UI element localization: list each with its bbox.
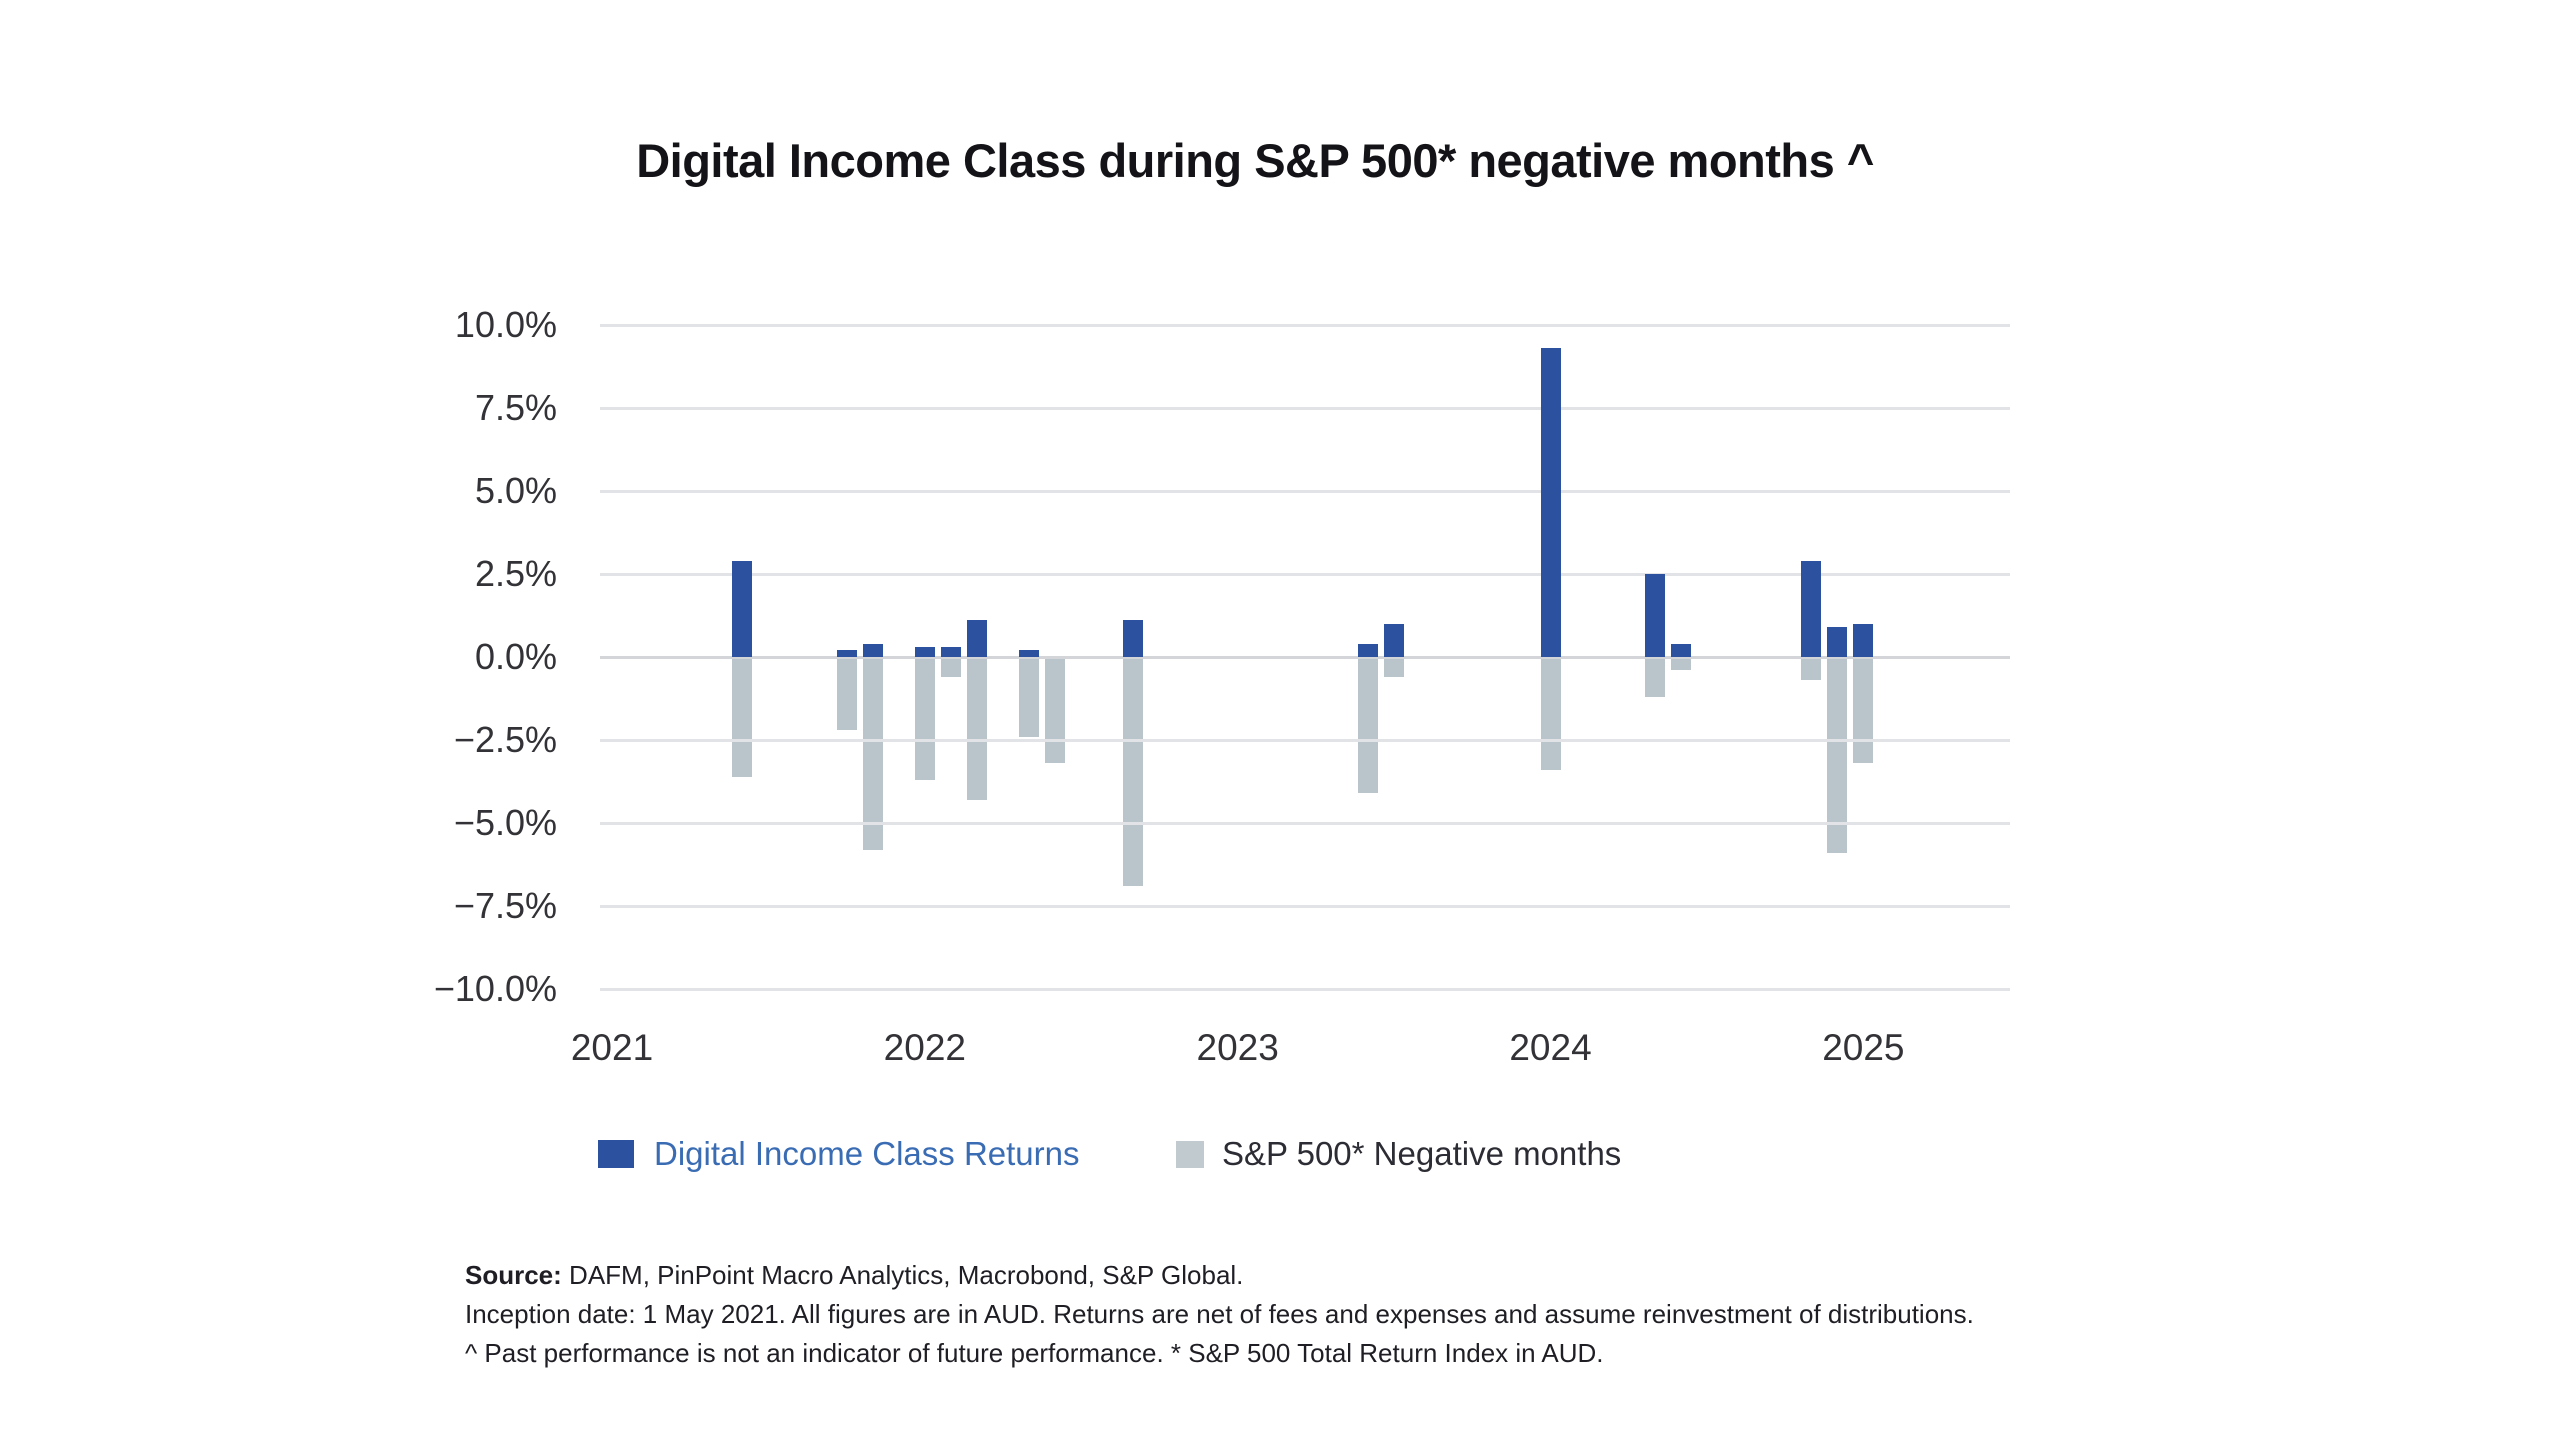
y-axis-tick-label: −10.0% (433, 968, 557, 1009)
bar-digital-income-return (1384, 623, 1405, 657)
y-axis-tick-label: −5.0% (453, 802, 557, 843)
legend-label-digital-income-returns: Digital Income Class Returns (654, 1135, 1080, 1172)
bar-sp500-negative-month (1644, 657, 1665, 697)
bar-digital-income-return (732, 560, 753, 657)
source-label: Source: (465, 1260, 562, 1290)
x-axis-tick-label: 2023 (1196, 1027, 1279, 1068)
zero-gridline (600, 656, 2010, 659)
bar-digital-income-return (1670, 643, 1691, 657)
bar-digital-income-return (1123, 620, 1144, 657)
x-axis-tick-label: 2021 (570, 1027, 654, 1068)
x-axis-tick-label: 2024 (1509, 1027, 1592, 1068)
bar-sp500-negative-month (1801, 657, 1822, 681)
bar-sp500-negative-month (836, 657, 857, 731)
x-axis-tick-label: 2025 (1822, 1027, 1905, 1068)
legend-swatch-sp500-negative-months (1176, 1141, 1204, 1168)
bar-sp500-negative-month (1670, 657, 1691, 671)
y-axis-tick-label: 2.5% (474, 553, 557, 594)
y-axis-tick-label: 5.0% (474, 470, 557, 511)
bar-sp500-negative-month (862, 657, 883, 850)
footnotes: Source: DAFM, PinPoint Macro Analytics, … (465, 1256, 1974, 1373)
bar-sp500-negative-month (1853, 657, 1874, 764)
gridline (600, 822, 2010, 825)
gridline (600, 573, 2010, 576)
bar-digital-income-return (1801, 560, 1822, 657)
bar-digital-income-return (914, 647, 935, 657)
chart-title: Digital Income Class during S&P 500* neg… (636, 134, 1874, 187)
gridline (600, 407, 2010, 410)
bar-digital-income-return (836, 650, 857, 657)
bar-digital-income-return (1644, 574, 1665, 657)
y-axis-tick-label: 0.0% (474, 636, 557, 677)
gridline (600, 988, 2010, 991)
bar-sp500-negative-month (732, 657, 753, 777)
bar-sp500-negative-month (1540, 657, 1561, 770)
bar-sp500-negative-month (914, 657, 935, 780)
gridline (600, 490, 2010, 493)
bar-sp500-negative-month (1827, 657, 1848, 853)
inception-note: Inception date: 1 May 2021. All figures … (465, 1299, 1974, 1329)
y-axis-tick-label: 10.0% (454, 304, 557, 345)
bar-digital-income-return (862, 643, 883, 657)
bar-sp500-negative-month (1045, 657, 1066, 764)
y-axis-tick-label: −2.5% (453, 719, 557, 760)
bar-digital-income-return (1827, 627, 1848, 657)
bar-sp500-negative-month (1123, 657, 1144, 887)
bar-sp500-negative-month (1019, 657, 1040, 737)
x-axis-tick-label: 2022 (883, 1027, 966, 1068)
legend-label-sp500-negative-months: S&P 500* Negative months (1222, 1135, 1622, 1172)
source-text: DAFM, PinPoint Macro Analytics, Macrobon… (561, 1260, 1244, 1290)
bar-digital-income-return (940, 647, 961, 657)
bar-digital-income-return (1540, 348, 1561, 657)
gridline (600, 905, 2010, 908)
gridline (600, 324, 2010, 327)
bar-sp500-negative-month (1358, 657, 1379, 794)
past-performance-note: ^ Past performance is not an indicator o… (465, 1338, 1604, 1368)
bar-digital-income-return (1358, 643, 1379, 657)
legend-swatch-digital-income-returns (598, 1140, 634, 1168)
bar-sp500-negative-month (940, 657, 961, 677)
source-note: Source: DAFM, PinPoint Macro Analytics, … (465, 1256, 1974, 1295)
bar-digital-income-return (1853, 623, 1874, 657)
bar-digital-income-return (966, 620, 987, 657)
bar-digital-income-return (1019, 650, 1040, 657)
bar-sp500-negative-month (1384, 657, 1405, 677)
y-axis-tick-label: −7.5% (453, 885, 557, 926)
gridline (600, 739, 2010, 742)
y-axis-tick-label: 7.5% (474, 387, 557, 428)
bar-sp500-negative-month (966, 657, 987, 800)
